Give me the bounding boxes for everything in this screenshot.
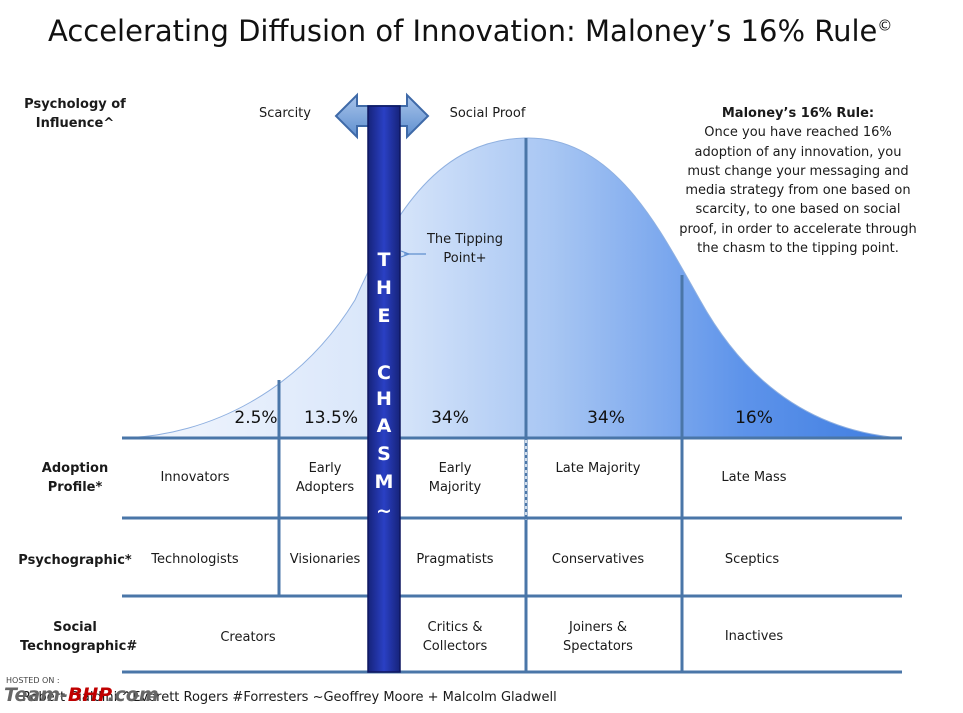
row-label-psychology: Psychology of Influence^ xyxy=(24,97,126,131)
watermark-hosted: HOSTED ON : xyxy=(6,676,60,685)
influence-scarcity: Scarcity xyxy=(259,106,311,121)
adoption-early-adopters: Early Adopters xyxy=(295,461,355,495)
psychographic-pragmatists: Pragmatists xyxy=(416,552,494,567)
chasm-bar xyxy=(367,105,401,673)
pct-early-adopters: 13.5% xyxy=(303,408,358,428)
chasm-letter: A xyxy=(377,415,392,437)
pct-innovators: 2.5% xyxy=(234,408,278,428)
pct-early-majority: 34% xyxy=(431,408,469,428)
rule-heading: Maloney’s 16% Rule: xyxy=(721,106,875,121)
pct-late-majority: 34% xyxy=(587,408,625,428)
influence-social-proof: Social Proof xyxy=(449,106,526,121)
social-creators: Creators xyxy=(220,630,276,645)
watermark-logo: Team-BHP.com xyxy=(4,684,159,706)
page-title: Accelerating Diffusion of Innovation: Ma… xyxy=(48,14,893,48)
adoption-late-majority: Late Majority xyxy=(555,461,641,476)
social-inactives: Inactives xyxy=(724,629,784,644)
chasm-letter: T xyxy=(378,249,391,271)
psychographic-sceptics: Sceptics xyxy=(724,552,780,567)
adoption-early-majority: Early Majority xyxy=(428,461,482,495)
psychographic-technologists: Technologists xyxy=(151,552,239,567)
chasm-letter: E xyxy=(378,305,391,327)
psychographic-conservatives: Conservatives xyxy=(551,552,645,567)
maloney-rule-note: Maloney’s 16% Rule: Once you have reache… xyxy=(678,104,918,258)
chasm-letter: ~ xyxy=(376,500,392,522)
rule-body: Once you have reached 16% adoption of an… xyxy=(679,125,917,257)
sources-footer: Robert Cialdini ^Everett Rogers #Forrest… xyxy=(22,690,557,705)
row-label-psychographic: Psychographic* xyxy=(18,553,132,568)
chasm-letter: S xyxy=(377,443,391,465)
chasm-letter: C xyxy=(377,362,391,384)
adoption-late-mass: Late Mass xyxy=(721,470,787,485)
pct-late-mass: 16% xyxy=(735,408,773,428)
chasm-letter: H xyxy=(376,277,392,299)
tipping-point-label: The Tipping Point+ xyxy=(426,232,504,266)
psychographic-visionaries: Visionaries xyxy=(289,552,361,567)
social-critics-collectors: Critics & Collectors xyxy=(422,620,488,654)
social-joiners-spectators: Joiners & Spectators xyxy=(563,620,633,654)
chasm-letter: H xyxy=(376,388,392,410)
adoption-innovators: Innovators xyxy=(160,470,230,485)
row-label-adoption: Adoption Profile* xyxy=(41,461,109,495)
row-label-social: Social Technographic# xyxy=(20,620,138,654)
chasm-letter: M xyxy=(375,471,394,493)
